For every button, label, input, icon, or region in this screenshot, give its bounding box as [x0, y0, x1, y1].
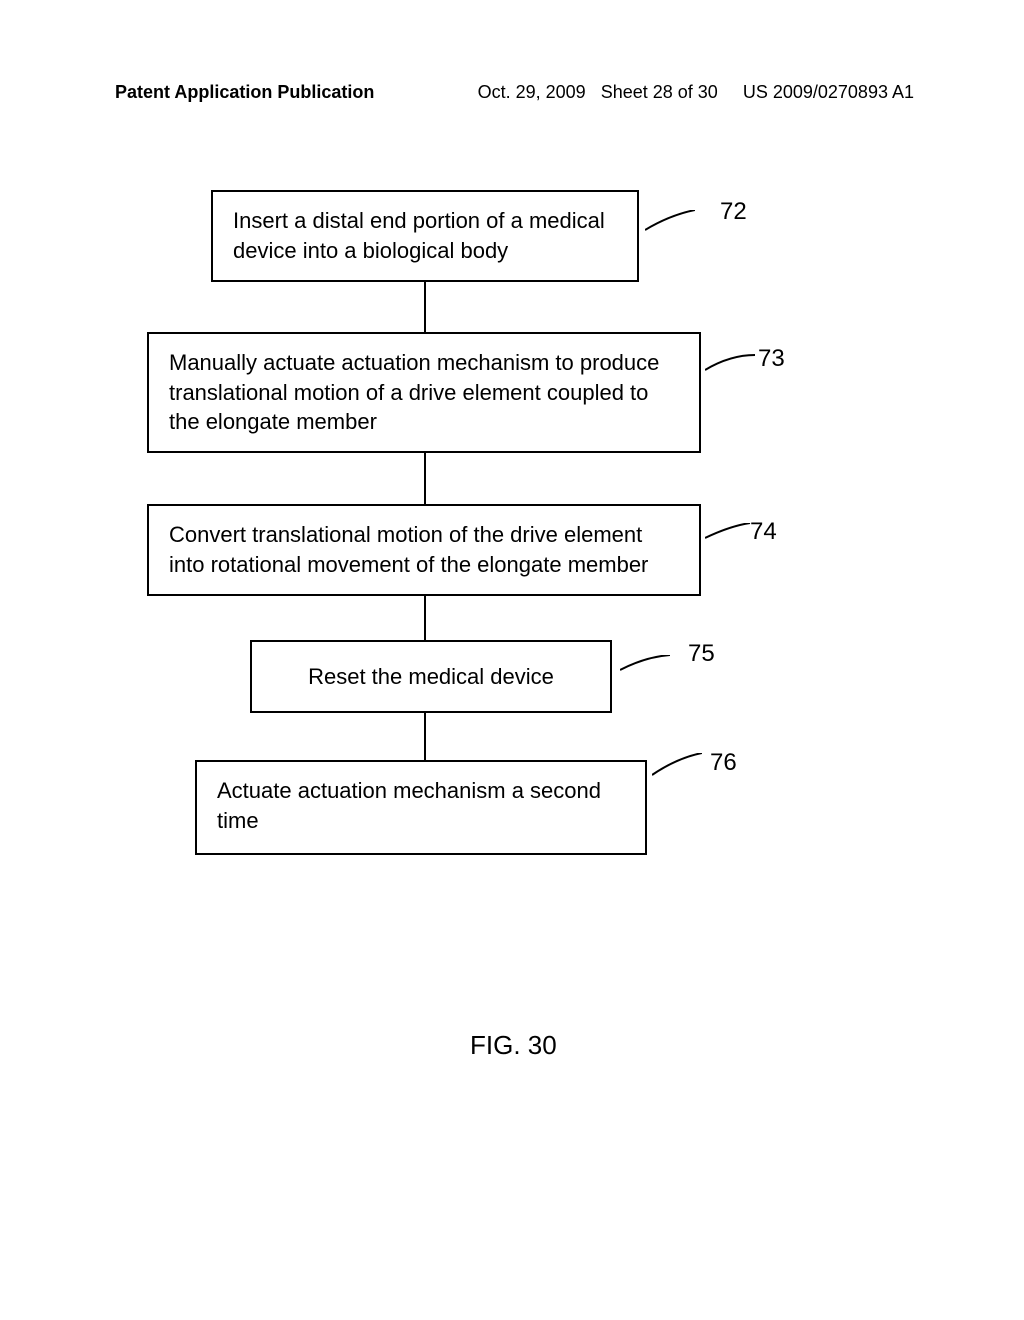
flow-box-76: Actuate actuation mechanism a second tim…	[195, 760, 647, 855]
ref-label-75: 75	[688, 640, 715, 668]
connector-box75-box76	[424, 713, 427, 760]
header-pubno: US 2009/0270893 A1	[743, 82, 914, 102]
ref-label-72: 72	[720, 198, 747, 226]
leader-line-72	[645, 210, 695, 234]
leader-line-74	[705, 523, 755, 547]
header-sheet: Sheet 28 of 30	[601, 82, 718, 102]
flow-box-72: Insert a distal end portion of a medical…	[211, 190, 639, 282]
connector-box72-box73	[424, 282, 427, 332]
connector-box74-box75	[424, 596, 427, 640]
header-date: Oct. 29, 2009	[478, 82, 586, 102]
leader-line-73	[705, 350, 755, 374]
flow-box-75: Reset the medical device	[250, 640, 612, 713]
header-left: Patent Application Publication	[115, 82, 374, 103]
ref-label-76: 76	[710, 749, 737, 777]
leader-line-75	[620, 655, 670, 679]
ref-label-73: 73	[758, 345, 785, 373]
flow-box-74: Convert translational motion of the driv…	[147, 504, 701, 596]
connector-box73-box74	[424, 452, 427, 504]
leader-line-76	[652, 753, 702, 777]
flow-box-73: Manually actuate actuation mechanism to …	[147, 332, 701, 453]
header-right: Oct. 29, 2009 Sheet 28 of 30 US 2009/027…	[478, 82, 914, 103]
page-header: Patent Application Publication Oct. 29, …	[0, 82, 1024, 103]
figure-label: FIG. 30	[470, 1030, 557, 1061]
